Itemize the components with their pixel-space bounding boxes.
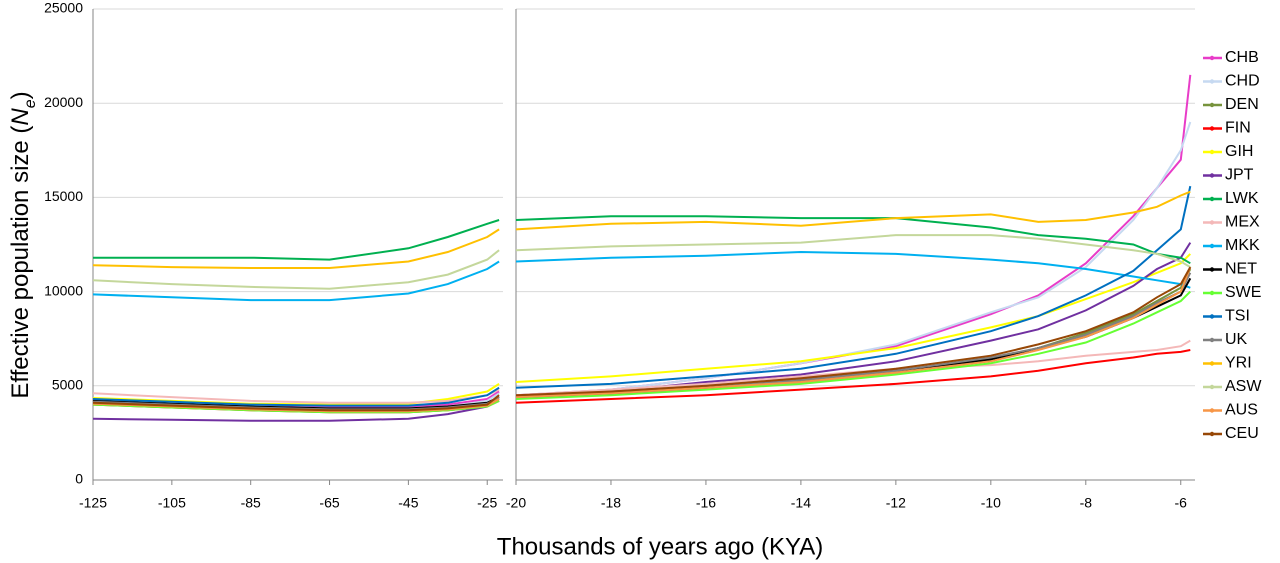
y-title-part: e	[22, 99, 39, 108]
x-tick-label: -65	[319, 495, 339, 511]
series-line	[515, 185, 1192, 389]
y-title-part: N	[7, 108, 34, 126]
legend-marker	[1209, 126, 1215, 131]
x-tick-label: -10	[981, 495, 1001, 511]
x-tick-label: -105	[158, 495, 186, 511]
legend-label: ASW	[1225, 378, 1262, 395]
series-line	[515, 339, 1191, 397]
legend-label: SWE	[1225, 284, 1261, 301]
x-tick-label: -18	[601, 495, 621, 511]
y-tick-label: 20000	[44, 94, 83, 110]
series-line	[515, 290, 1192, 400]
legend-label: MKK	[1225, 237, 1260, 254]
x-tick-label: -14	[791, 495, 811, 511]
series-line	[515, 266, 1192, 399]
legend-marker	[1209, 361, 1215, 366]
y-tick-label: 15000	[44, 188, 83, 204]
legend-marker	[1209, 243, 1215, 249]
series-line	[515, 74, 1192, 397]
legend-label: CEU	[1225, 425, 1259, 442]
x-tick-label: -16	[696, 495, 716, 511]
y-tick-label: 5000	[52, 377, 83, 393]
series-line	[92, 260, 500, 302]
legend-marker	[1209, 384, 1215, 390]
y-title-part: )	[7, 91, 34, 99]
series-line	[515, 266, 1192, 397]
legend-marker	[1209, 196, 1215, 202]
legend-marker	[1209, 408, 1215, 413]
legend-marker	[1209, 102, 1215, 108]
legend-marker	[1209, 337, 1215, 343]
legend-label: UK	[1225, 331, 1248, 348]
x-tick-label: -45	[398, 495, 418, 511]
x-tick-label: -85	[241, 495, 261, 511]
series-line	[515, 234, 1191, 268]
legend-marker	[1209, 79, 1215, 84]
legend-marker	[1209, 149, 1215, 155]
legend-label: FIN	[1225, 120, 1251, 137]
legend-marker	[1209, 55, 1215, 61]
x-axis-title: Thousands of years ago (KYA)	[497, 533, 823, 560]
x-tick-label: -20	[506, 495, 526, 511]
legend-marker	[1209, 314, 1215, 319]
series-line	[515, 349, 1191, 404]
series-line	[92, 394, 500, 412]
series-line	[515, 253, 1192, 383]
legend-label: MEX	[1225, 214, 1260, 231]
legend-label: NET	[1225, 261, 1257, 278]
x-tick-label: -6	[1175, 495, 1188, 511]
legend-label: TSI	[1225, 308, 1250, 325]
y-tick-label: 0	[75, 471, 83, 487]
y-title-part: Effective population size (	[7, 126, 34, 399]
series-line	[92, 386, 500, 407]
legend-marker	[1209, 267, 1215, 272]
legend-marker	[1209, 220, 1215, 225]
legend-label: GIH	[1225, 143, 1253, 160]
x-tick-label: -125	[79, 495, 107, 511]
legend-label: AUS	[1225, 402, 1258, 419]
series-line	[515, 190, 1191, 231]
x-tick-label: -12	[886, 495, 906, 511]
x-tick-label: -8	[1080, 495, 1093, 511]
series-line	[515, 250, 1191, 289]
y-axis-title: Effective population size (Ne)	[7, 91, 38, 398]
x-tick-label: -25	[477, 495, 497, 511]
series-line	[93, 219, 500, 261]
legend-label: CHB	[1225, 49, 1259, 66]
y-tick-label: 10000	[44, 282, 83, 298]
y-tick-label: 25000	[44, 0, 83, 16]
legend-label: DEN	[1225, 96, 1259, 113]
series-line	[515, 121, 1192, 397]
legend-label: YRI	[1225, 355, 1252, 372]
legend-label: LWK	[1225, 190, 1259, 207]
legend-marker	[1209, 431, 1215, 437]
legend-marker	[1209, 290, 1215, 296]
series-line	[92, 249, 500, 290]
series-line	[515, 242, 1192, 397]
legend-label: CHD	[1225, 73, 1260, 90]
legend-marker	[1209, 173, 1215, 178]
series-line	[92, 228, 500, 269]
legend-label: JPT	[1225, 167, 1254, 184]
